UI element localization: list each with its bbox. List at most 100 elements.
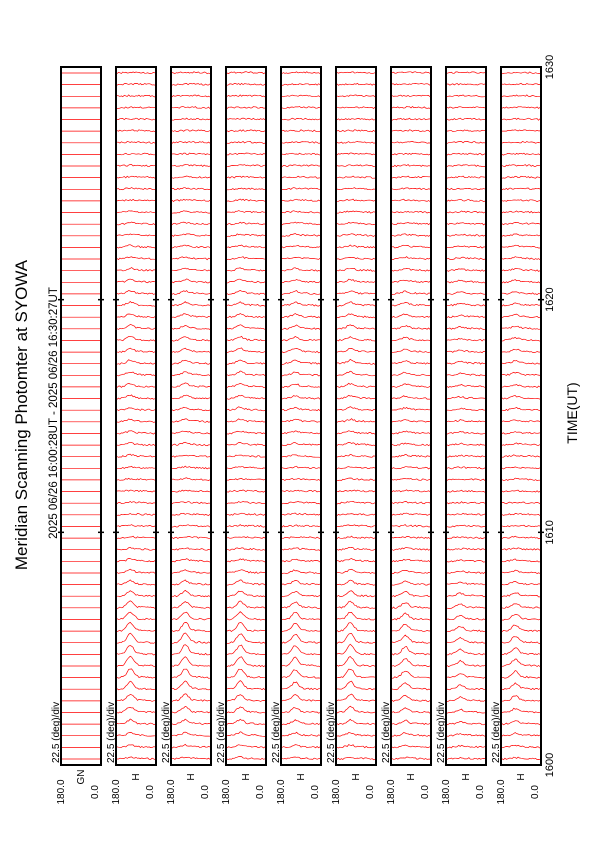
scan-trace (501, 244, 540, 249)
scan-trace (171, 152, 211, 156)
scan-trace (116, 71, 156, 74)
panel-1: 180.0 0.0GN 22.5 (deg)/div (51, 66, 104, 805)
scan-trace (116, 579, 156, 586)
scan-trace (446, 720, 486, 726)
scan-trace (281, 245, 321, 249)
scan-trace (116, 313, 156, 319)
scan-trace (391, 682, 431, 691)
scan-trace (281, 406, 321, 412)
scan-trace (336, 370, 376, 377)
scan-trace (281, 580, 321, 586)
scan-trace (446, 489, 486, 493)
scan-trace (281, 267, 321, 272)
scan-trace (116, 198, 156, 202)
scan-trace (226, 478, 266, 481)
x-tick-label: 1620 (544, 287, 556, 311)
scan-trace (116, 394, 156, 400)
scan-trace (226, 324, 266, 330)
y-tick-label-180: 180.0 (496, 779, 507, 804)
scan-trace (171, 430, 211, 435)
channel-label: H (131, 773, 142, 780)
scan-trace (116, 244, 156, 249)
scan-trace (336, 187, 376, 191)
scan-trace (336, 394, 375, 400)
scan-trace (501, 140, 541, 144)
scale-label: 22.5 (deg)/div (161, 702, 172, 763)
scan-trace (336, 94, 376, 98)
scan-trace (117, 590, 156, 598)
scan-trace (336, 406, 376, 412)
scan-trace (501, 477, 540, 481)
scan-trace (502, 454, 541, 458)
scan-trace (116, 324, 156, 330)
scan-trace (391, 612, 431, 621)
scan-trace (446, 454, 486, 458)
scan-trace (446, 478, 486, 481)
scan-trace (226, 140, 266, 144)
scan-trace (171, 644, 211, 656)
scan-trace (391, 106, 431, 109)
scan-trace (501, 524, 541, 528)
scan-trace (116, 383, 155, 388)
scan-trace (226, 256, 266, 260)
scan-trace (226, 611, 266, 621)
scan-trace (281, 524, 321, 528)
scan-trace (391, 71, 431, 74)
scan-trace (391, 302, 431, 307)
scan-trace (171, 301, 211, 307)
scan-trace (226, 71, 266, 75)
scan-trace (336, 744, 376, 749)
scan-trace (501, 360, 540, 365)
panel-frame (60, 66, 102, 766)
scan-trace (446, 407, 486, 411)
scan-trace (391, 707, 431, 714)
y-tick-label-180: 180.0 (221, 779, 232, 804)
scan-trace (171, 141, 211, 144)
scan-trace (116, 489, 156, 493)
scan-trace (391, 187, 431, 191)
scan-trace (116, 645, 156, 656)
scan-trace (391, 152, 431, 156)
y-tick-label-180: 180.0 (386, 779, 397, 804)
scan-trace (226, 731, 266, 737)
scan-trace (226, 94, 266, 98)
scan-trace (391, 602, 430, 609)
scan-trace (116, 106, 156, 109)
scan-trace (281, 290, 321, 295)
scan-trace (226, 600, 266, 609)
scan-trace (501, 82, 541, 86)
panel-frame (390, 66, 432, 766)
scan-trace (336, 732, 376, 737)
scan-trace (226, 547, 266, 551)
panel-frame (445, 66, 487, 766)
scan-trace (391, 623, 431, 632)
y-tick-label-0: 0.0 (475, 785, 486, 799)
scale-label: 22.5 (deg)/div (271, 702, 282, 763)
scan-trace (336, 524, 376, 528)
scan-trace (226, 359, 266, 365)
scan-trace (281, 256, 321, 260)
scan-trace (336, 705, 376, 714)
scan-trace (226, 335, 265, 342)
scan-trace (446, 559, 486, 563)
scan-trace (501, 222, 541, 226)
panel-7: 180.0 0.0H 22.5 (deg)/div (381, 66, 434, 805)
scan-trace (392, 407, 430, 411)
scan-trace (226, 569, 266, 574)
scan-trace (226, 536, 266, 539)
channel-label: H (461, 773, 472, 780)
scan-trace (446, 570, 486, 574)
scan-trace (446, 256, 486, 260)
scan-trace (391, 198, 431, 202)
scan-trace (226, 756, 266, 760)
scan-trace (116, 233, 155, 237)
scan-trace (446, 233, 486, 237)
scan-trace (281, 756, 321, 760)
y-tick-label-180: 180.0 (331, 779, 342, 804)
scan-trace (281, 612, 321, 621)
scan-trace (446, 291, 486, 295)
scan-trace (281, 129, 321, 133)
scan-trace (281, 371, 321, 377)
scan-trace (226, 489, 266, 493)
scan-trace (336, 454, 376, 458)
